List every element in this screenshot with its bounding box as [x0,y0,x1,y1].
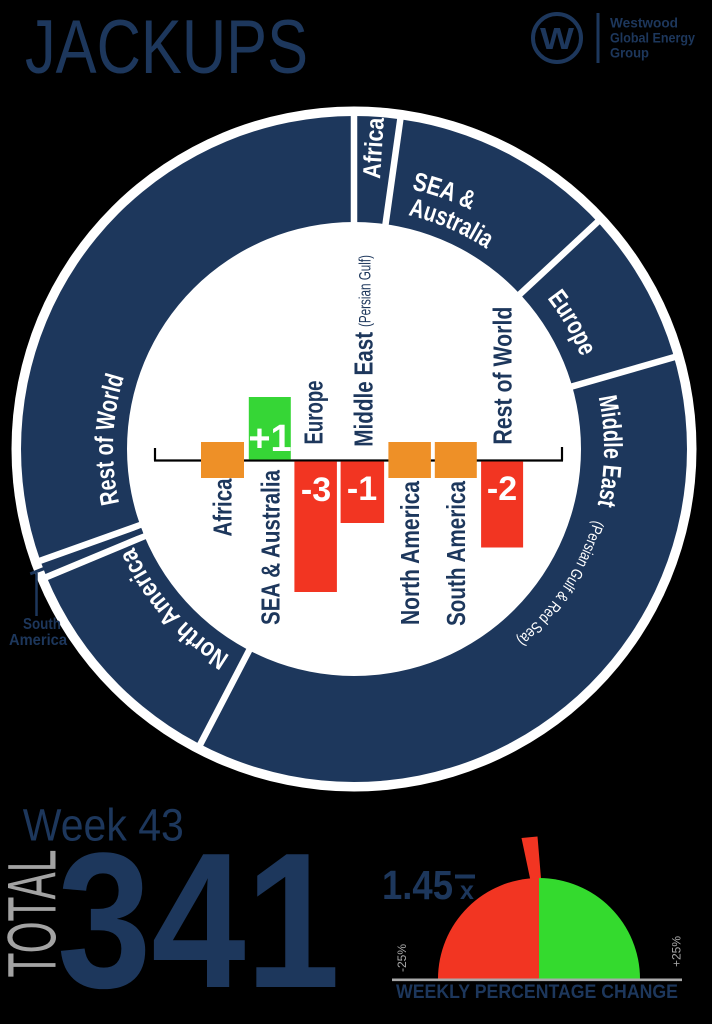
svg-text:W: W [540,21,575,56]
svg-text:-3: -3 [301,471,331,509]
svg-text:South: South [23,616,61,633]
svg-text:WEEKLY PERCENTAGE CHANGE: WEEKLY PERCENTAGE CHANGE [396,982,678,1003]
svg-text:America: America [9,632,67,649]
svg-text:-25%: -25% [395,944,409,972]
svg-text:1.45: 1.45 [382,862,453,908]
svg-text:341: 341 [57,812,340,1024]
svg-text:Week 43: Week 43 [23,800,184,851]
svg-text:Middle East: Middle East [349,332,379,447]
svg-text:Global Energy: Global Energy [610,30,695,46]
svg-text:Westwood: Westwood [610,15,678,31]
svg-text:x: x [460,877,474,905]
svg-text:Group: Group [610,44,649,60]
svg-text:SEA & Australia: SEA & Australia [256,470,286,625]
svg-text:TOTAL: TOTAL [0,850,71,978]
svg-text:(Persian Gulf): (Persian Gulf) [356,255,375,327]
svg-text:North America: North America [395,481,425,625]
svg-text:+25%: +25% [670,936,684,967]
svg-text:Europe: Europe [299,381,329,445]
svg-text:South America: South America [441,481,471,626]
svg-text:Africa: Africa [208,478,238,536]
svg-text:Africa: Africa [358,116,390,180]
svg-text:-1: -1 [347,470,377,508]
svg-text:JACKUPS: JACKUPS [25,5,308,90]
svg-text:-2: -2 [487,470,517,508]
svg-text:Rest of World: Rest of World [488,307,518,445]
svg-text:+1: +1 [248,418,291,460]
